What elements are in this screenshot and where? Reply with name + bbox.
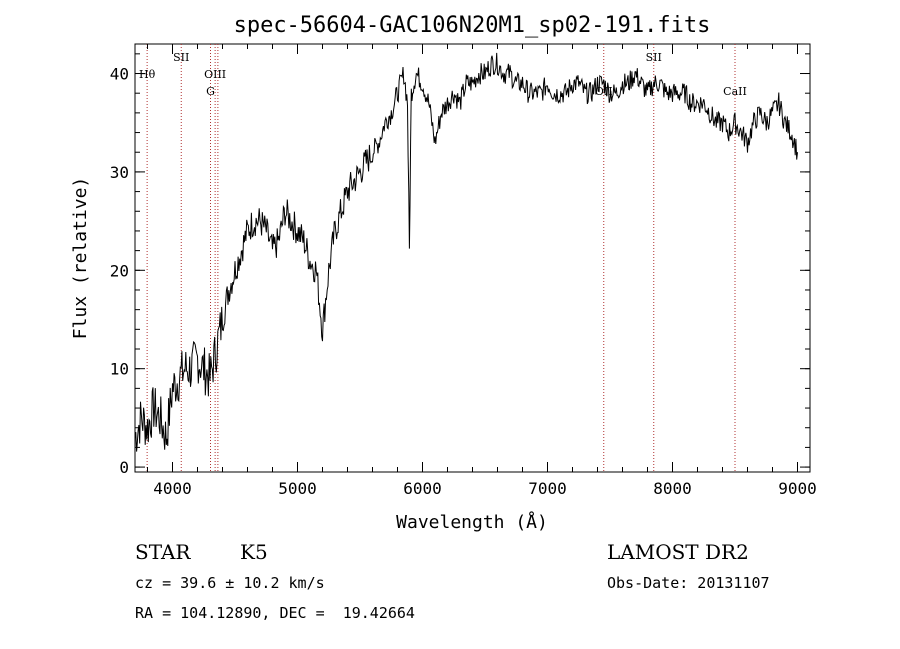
class-value: STAR: [135, 540, 191, 564]
x-tick-label: 7000: [528, 479, 567, 498]
observation-date: Obs-Date: 20131107: [607, 574, 770, 592]
object-subclass: K5: [240, 540, 268, 564]
spectral-line-label: SII: [646, 51, 662, 64]
redshift-readout: cz = 39.6 ± 10.2 km/s: [135, 574, 325, 592]
y-tick-label: 10: [110, 360, 129, 379]
chart-title: spec-56604-GAC106N20M1_sp02-191.fits: [234, 13, 711, 38]
x-tick-label: 6000: [403, 479, 442, 498]
obs-date-value: Obs-Date: 20131107: [607, 574, 770, 592]
spectral-line-label: OIII: [204, 68, 226, 81]
cz-value: cz = 39.6 ± 10.2 km/s: [135, 574, 325, 592]
coordinates-readout: RA = 104.12890, DEC = 19.42664: [135, 604, 415, 622]
x-axis-label: Wavelength (Å): [396, 511, 548, 533]
spectral-line-label: G: [206, 85, 215, 98]
x-tick-label: 9000: [778, 479, 817, 498]
coords-value: RA = 104.12890, DEC = 19.42664: [135, 604, 415, 622]
spectrum-series-line: [134, 52, 798, 452]
object-class: STAR: [135, 540, 190, 564]
spectral-line-label: CaII: [723, 85, 747, 98]
x-tick-label: 5000: [278, 479, 317, 498]
y-axis-label: Flux (relative): [70, 177, 91, 340]
spectral-line-label: Hθ: [139, 68, 156, 81]
survey-name: LAMOST DR2: [607, 540, 749, 564]
x-tick-label: 8000: [653, 479, 692, 498]
spectral-line-label: SII: [173, 51, 189, 64]
survey-value: LAMOST DR2: [607, 540, 749, 564]
y-tick-label: 40: [110, 65, 129, 84]
y-tick-label: 30: [110, 163, 129, 182]
y-tick-label: 0: [119, 458, 129, 477]
y-tick-label: 20: [110, 261, 129, 280]
x-tick-label: 4000: [153, 479, 192, 498]
subclass-value: K5: [240, 540, 268, 564]
